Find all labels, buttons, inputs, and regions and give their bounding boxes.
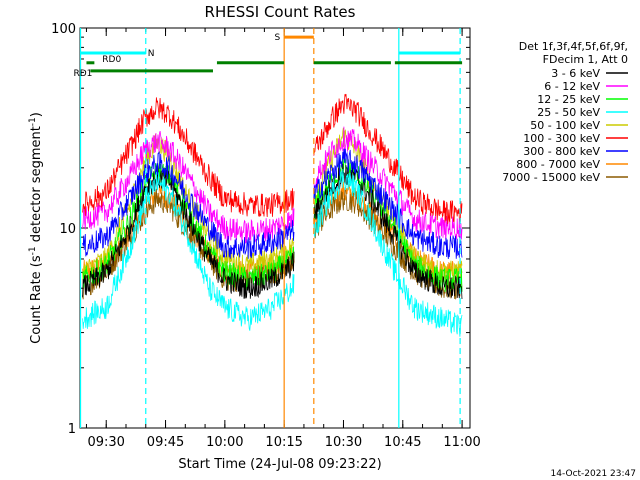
plot-area: 1 10 100 09:30 09:45 10:00 10:15 10:30 10:45 11:0… (51, 22, 481, 450)
legend-header: FDecim 1, Att 0 (543, 53, 628, 66)
x-tick-label: 09:30 (87, 435, 124, 450)
series-line (82, 130, 295, 244)
series-line (313, 93, 463, 225)
x-tick-label: 10:30 (325, 435, 362, 450)
x-tick-label: 10:15 (265, 435, 302, 450)
y-tick-label: 1 (68, 422, 76, 437)
series-line (313, 162, 463, 300)
flag-label: N (148, 49, 155, 59)
legend-entry-label: 50 - 100 keV (530, 119, 600, 132)
legend-entry-label: 12 - 25 keV (537, 93, 600, 106)
x-tick-label: 11:00 (443, 435, 480, 450)
legend-entry-label: 6 - 12 keV (544, 80, 600, 93)
legend-entry-label: 7000 - 15000 keV (502, 171, 600, 184)
series-line (313, 168, 463, 337)
series-line (82, 151, 295, 259)
series-line (82, 171, 295, 331)
timestamp: 14-Oct-2021 23:47 (551, 469, 636, 479)
y-tick-label: 10 (59, 222, 76, 237)
x-axis-label: Start Time (24-Jul-08 09:23:22) (178, 457, 381, 472)
flag-label: S (274, 33, 280, 43)
y-axis-label-sup2: -1 (28, 117, 38, 126)
chart-title: RHESSI Count Rates (205, 3, 356, 21)
series-1 (82, 126, 463, 244)
series-line (82, 165, 295, 299)
legend-entry-label: 300 - 800 keV (523, 145, 600, 158)
y-tick-label: 100 (51, 22, 76, 37)
legend-entry-label: 100 - 300 keV (523, 132, 600, 145)
series-0 (82, 162, 463, 300)
y-axis-label-mid: detector segment (29, 126, 44, 246)
legend-entry-label: 25 - 50 keV (537, 106, 600, 119)
flag-label: RD1 (73, 69, 92, 79)
y-axis-label-main: Count Rate (s (29, 255, 44, 344)
x-tick-label: 09:45 (147, 435, 184, 450)
series-3 (82, 168, 463, 337)
series-5 (82, 93, 463, 225)
x-tick-label: 10:00 (206, 435, 243, 450)
y-axis-label-end: ) (29, 112, 44, 117)
series-line (82, 97, 295, 218)
flag-label: RD0 (102, 55, 121, 65)
series-6 (82, 148, 463, 260)
x-tick-label: 10:45 (384, 435, 421, 450)
legend: Det 1f,3f,4f,5f,6f,9f,FDecim 1, Att 03 -… (502, 40, 628, 184)
series-line (313, 148, 463, 260)
y-axis-label-sup1: -1 (28, 246, 38, 255)
legend-entry-label: 800 - 7000 keV (516, 158, 600, 171)
series-line (313, 126, 463, 240)
legend-entry-label: 3 - 6 keV (551, 67, 600, 80)
legend-header: Det 1f,3f,4f,5f,6f,9f, (519, 40, 628, 53)
y-axis-label: Count Rate (s-1 detector segment-1) (28, 112, 44, 344)
